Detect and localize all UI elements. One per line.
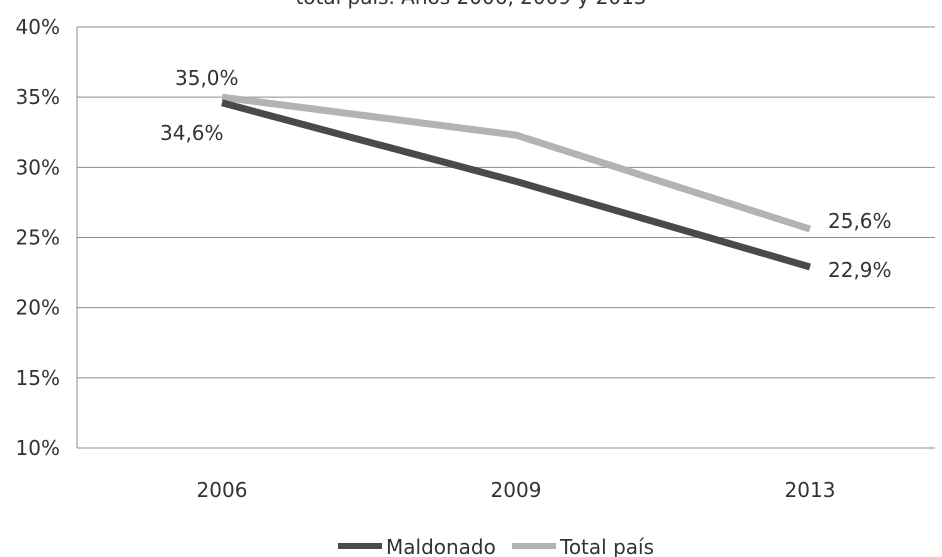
- x-tick-label: 2009: [491, 478, 542, 502]
- y-tick-label: 15%: [16, 366, 60, 390]
- y-tick-label: 40%: [16, 15, 60, 39]
- legend-label: Maldonado: [386, 535, 496, 557]
- series-line-total-pais: [221, 93, 812, 233]
- series-line-maldonado: [221, 99, 811, 271]
- data-label: 35,0%: [175, 66, 239, 90]
- y-tick-label: 35%: [16, 85, 60, 109]
- legend: Maldonado Total país: [338, 535, 654, 557]
- data-label: 22,9%: [828, 258, 892, 282]
- data-label: 25,6%: [828, 209, 892, 233]
- y-tick-label: 20%: [16, 296, 60, 320]
- x-tick-label: 2006: [197, 478, 248, 502]
- series-lines: [221, 93, 812, 271]
- y-axis-ticks: 10% 15% 20% 25% 30% 35% 40%: [16, 15, 60, 460]
- x-axis-ticks: 2006 2009 2013: [197, 478, 836, 502]
- data-label: 34,6%: [160, 121, 224, 145]
- chart-title: total país. Años 2006, 2009 y 2013: [295, 0, 646, 9]
- x-tick-label: 2013: [785, 478, 836, 502]
- legend-label: Total país: [559, 535, 654, 557]
- y-tick-label: 10%: [16, 436, 60, 460]
- y-tick-label: 30%: [16, 155, 60, 179]
- data-labels: 34,6% 22,9% 35,0% 25,6%: [160, 66, 892, 282]
- y-tick-label: 25%: [16, 226, 60, 250]
- grid: [76, 26, 935, 449]
